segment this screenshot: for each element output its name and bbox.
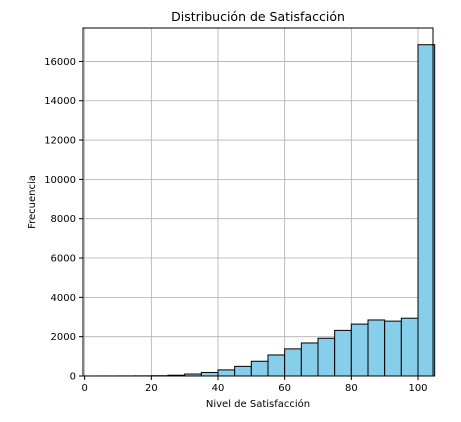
histogram-bar xyxy=(385,321,402,376)
histogram-bar xyxy=(351,324,368,376)
y-tick-label: 8000 xyxy=(51,214,76,225)
x-tick-label: 80 xyxy=(345,383,358,394)
y-tick-label: 2000 xyxy=(51,332,76,343)
histogram-bar xyxy=(301,343,318,376)
histogram-bar xyxy=(318,338,335,376)
x-tick-label: 20 xyxy=(145,383,158,394)
histogram-bar xyxy=(368,320,385,376)
x-tick-label: 40 xyxy=(212,383,225,394)
y-axis-label: Frecuencia xyxy=(27,175,38,229)
histogram-bar xyxy=(335,330,352,376)
histogram-bar xyxy=(285,349,302,376)
y-tick-label: 12000 xyxy=(44,136,76,147)
y-tick-label: 10000 xyxy=(44,175,76,186)
x-axis-label: Nivel de Satisfacción xyxy=(206,398,310,410)
histogram-bar xyxy=(401,318,418,376)
x-tick-label: 0 xyxy=(81,383,87,394)
y-tick-label: 4000 xyxy=(51,293,76,304)
x-tick-label: 100 xyxy=(408,383,427,394)
x-tick-label: 60 xyxy=(278,383,291,394)
histogram-bar xyxy=(251,361,268,376)
y-tick-label: 16000 xyxy=(44,57,76,68)
y-tick-label: 6000 xyxy=(51,254,76,265)
y-tick-label: 0 xyxy=(70,372,76,383)
histogram-bar xyxy=(235,366,252,376)
histogram-bar xyxy=(418,45,435,376)
y-tick-label: 14000 xyxy=(44,96,76,107)
histogram-bar xyxy=(268,355,285,376)
histogram-bar xyxy=(218,370,235,376)
histogram-bar xyxy=(201,372,218,376)
chart-title: Distribución de Satisfacción xyxy=(171,9,345,24)
